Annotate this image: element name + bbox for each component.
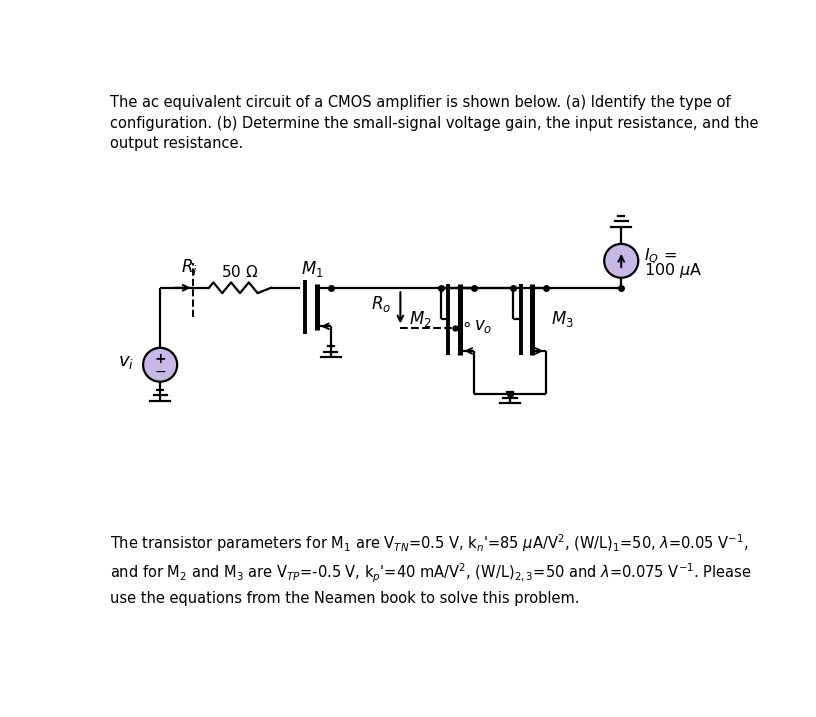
Text: The ac equivalent circuit of a CMOS amplifier is shown below. (a) Identify the t: The ac equivalent circuit of a CMOS ampl… xyxy=(109,95,758,151)
Text: The transistor parameters for M$_1$ are V$_{TN}$=0.5 V, k$_n$'=85 $\mu$A/V$^2$, : The transistor parameters for M$_1$ are … xyxy=(109,532,752,606)
Text: $v_i$: $v_i$ xyxy=(118,353,135,371)
Text: $M_1$: $M_1$ xyxy=(301,259,324,278)
Text: $R_o$: $R_o$ xyxy=(371,294,391,314)
Text: 100 $\mu$A: 100 $\mu$A xyxy=(645,260,703,280)
Text: $R_i$: $R_i$ xyxy=(181,257,198,277)
Text: 50 $\Omega$: 50 $\Omega$ xyxy=(221,264,259,280)
Text: $M_2$: $M_2$ xyxy=(409,309,432,329)
Circle shape xyxy=(604,244,638,277)
Text: $\circ\,v_o$: $\circ\,v_o$ xyxy=(461,318,492,336)
Text: $I_Q$ =: $I_Q$ = xyxy=(645,247,677,266)
Circle shape xyxy=(143,348,177,381)
Text: $M_3$: $M_3$ xyxy=(551,309,574,329)
Text: $-$: $-$ xyxy=(154,364,166,378)
Text: +: + xyxy=(154,352,166,366)
